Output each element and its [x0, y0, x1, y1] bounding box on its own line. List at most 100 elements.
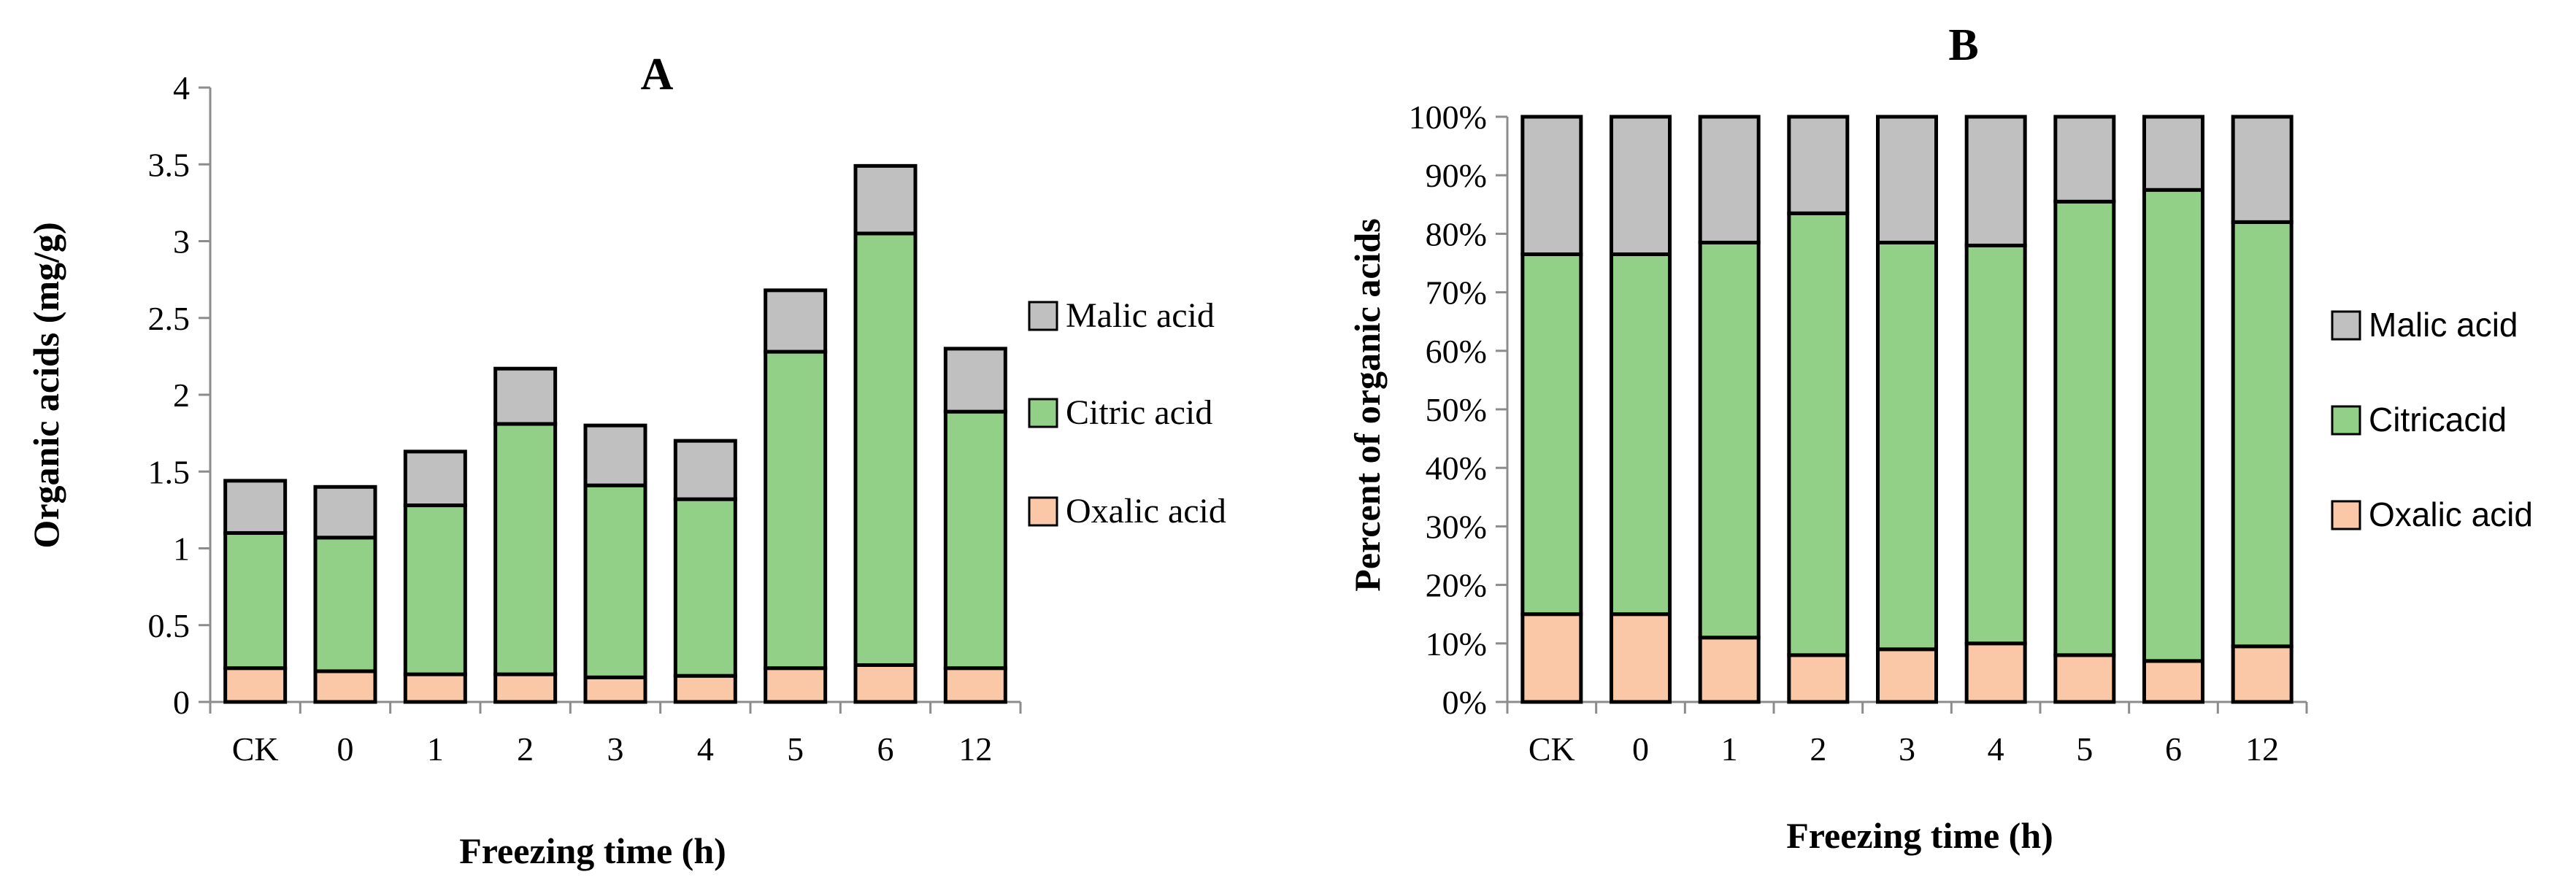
chart-b-x-tick-label: 6 [2165, 730, 2182, 768]
chart-b-bar-citric [1610, 252, 1672, 617]
chart-a-x-tick-label: 1 [427, 730, 444, 768]
chart-a-x-tick-label: 5 [787, 730, 804, 768]
chart-b-y-tick-label: 10% [1426, 625, 1487, 663]
chart-b-y-tick-label: 20% [1426, 567, 1487, 604]
chart-b-x-tick-label: 12 [2245, 730, 2279, 768]
chart-b-bar-malic [1610, 115, 1672, 256]
chart-a-y-tick-label: 3 [173, 223, 190, 260]
chart-b-bar-malic [2142, 115, 2204, 192]
chart-b-y-tick-label: 60% [1426, 333, 1487, 370]
chart-b-x-tick-label: 3 [1899, 730, 1915, 768]
chart-b-x-tick-label: 0 [1632, 730, 1649, 768]
chart-a-bar-malic [583, 423, 647, 487]
chart-b-bar-malic [1964, 115, 2027, 247]
chart-a-x-tick-label: 2 [517, 730, 534, 768]
chart-b-legend-swatch-oxalic [2331, 500, 2361, 530]
chart-b-bar-oxalic [1876, 647, 1938, 704]
chart-a-y-tick-label: 4 [173, 69, 190, 107]
chart-b-bar-malic [1520, 115, 1583, 256]
chart-a-bar-malic [493, 366, 558, 426]
chart-b-bar-citric [1964, 243, 2027, 646]
chart-a-bar-citric [673, 497, 737, 678]
chart-b-legend: Malic acid Citricacid Oxalic acid [2331, 306, 2533, 533]
chart-b-bar-malic [1698, 115, 1761, 244]
chart-b-bar-malic [2231, 115, 2294, 224]
chart-b-plot-area: 0%10%20%30%40%50%60%70%80%90%100%CK 0 1 2 3 4… [1409, 99, 2308, 768]
chart-a-bar-malic [223, 479, 288, 535]
chart-a-bar-oxalic [493, 672, 558, 704]
chart-a-x-tick-label: 0 [337, 730, 354, 768]
chart-a-title: A [641, 50, 674, 99]
chart-a-bar-oxalic [673, 673, 737, 704]
chart-b-bar-oxalic [2142, 659, 2204, 704]
chart-b-legend-label-oxalic: Oxalic acid [2369, 495, 2533, 533]
chart-b-x-tick-label: CK [1529, 730, 1575, 768]
chart-a-bar-citric [583, 483, 647, 679]
chart-b-ylabel: Percent of organic acids [1347, 218, 1388, 591]
chart-b-y-tick-label: 80% [1426, 215, 1487, 252]
chart-b-bar-malic [1876, 115, 1938, 244]
chart-a-bar-citric [223, 530, 288, 671]
chart-b-x-tick-label: 4 [1988, 730, 2004, 768]
chart-a-bar-citric [943, 409, 1007, 671]
chart-b-bar-citric [1876, 240, 1938, 652]
chart-b-bar-oxalic [1610, 612, 1672, 704]
chart-a-bar-malic [673, 439, 737, 501]
chart-b-legend-swatch-malic [2331, 310, 2361, 341]
chart-a-x-tick-label: CK [232, 730, 279, 768]
chart-b-y-tick-label: 70% [1426, 274, 1487, 312]
chart-b-bar-oxalic [1787, 653, 1850, 704]
chart-b-bar-citric [2053, 199, 2116, 657]
chart-a-legend-label-citric: Citric acid [1066, 393, 1212, 432]
chart-b-bar-citric [2142, 188, 2204, 663]
chart-a-x-tick-label: 3 [607, 730, 624, 768]
chart-b-bar-oxalic [1698, 636, 1761, 704]
chart-a-legend-swatch-malic [1028, 301, 1058, 331]
chart-b-y-tick-label: 90% [1426, 157, 1487, 194]
chart-a-bar-oxalic [943, 666, 1007, 704]
chart-a-bar-malic [943, 347, 1007, 414]
chart-a-y-tick-label: 1 [173, 530, 190, 568]
chart-b-legend-label-citric: Citricacid [2369, 401, 2507, 439]
chart-a-bar-oxalic [764, 666, 828, 704]
chart-b-legend-label-malic: Malic acid [2369, 306, 2518, 344]
chart-a-bar-citric [493, 422, 558, 676]
chart-b-bar-oxalic [1964, 641, 2027, 704]
chart-a-bar-oxalic [403, 672, 467, 704]
chart-a-legend-swatch-citric [1028, 398, 1058, 428]
chart-a-y-tick-label: 0.5 [148, 607, 191, 644]
chart-a-bar-malic [313, 484, 377, 540]
chart-a-bar-citric [313, 536, 377, 673]
chart-b-x-tick-label: 1 [1721, 730, 1738, 768]
chart-a-y-tick-label: 2 [173, 377, 190, 414]
chart-b-title: B [1948, 20, 1978, 70]
chart-a-y-tick-label: 2.5 [148, 300, 191, 337]
chart-a-legend-label-oxalic: Oxalic acid [1066, 492, 1226, 530]
chart-a-bar-oxalic [313, 669, 377, 704]
chart-a-bar-malic [853, 163, 918, 236]
chart-a-y-tick-label: 0 [173, 684, 190, 721]
chart-b-y-tick-label: 30% [1426, 508, 1487, 545]
chart-b-bar-malic [2053, 115, 2116, 204]
chart-b-bar-citric [1787, 211, 1850, 657]
chart-b-bar-malic [1787, 115, 1850, 215]
chart-b-xlabel: Freezing time (h) [1786, 815, 2053, 856]
chart-b-bar-oxalic [2231, 644, 2294, 704]
chart-b-y-tick-label: 40% [1426, 449, 1487, 487]
chart-a-x-tick-label: 12 [958, 730, 992, 768]
chart-a-legend-swatch-oxalic [1028, 496, 1058, 527]
chart-a-y-tick-label: 1.5 [148, 453, 191, 490]
chart-a-y-tick-label: 3.5 [148, 146, 191, 183]
chart-b-bar-citric [2231, 220, 2294, 649]
chart-a-bar-citric [403, 503, 467, 676]
chart-a-bar-citric [853, 231, 918, 667]
chart-a-bar-oxalic [223, 666, 288, 704]
chart-a-bar-malic [403, 449, 467, 508]
chart-a-legend-label-malic: Malic acid [1066, 296, 1215, 335]
chart-b-bar-citric [1520, 252, 1583, 617]
chart-b-bar-oxalic [2053, 653, 2116, 704]
chart-b-bar-citric [1698, 240, 1761, 640]
chart-b-x-tick-label: 2 [1810, 730, 1826, 768]
